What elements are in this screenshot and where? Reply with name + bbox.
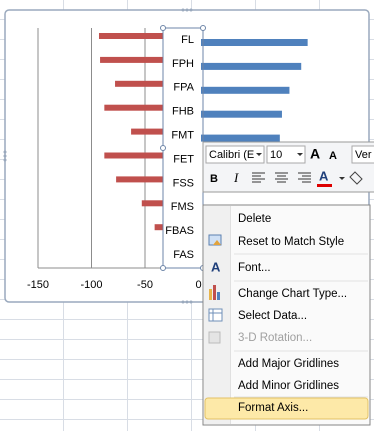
y-tick-label: FHB xyxy=(172,106,194,118)
y-tick-label: FAS xyxy=(173,249,194,261)
menu-icon: A xyxy=(211,259,221,274)
align-buttons[interactable] xyxy=(252,172,311,183)
x-tick-label: 0 xyxy=(195,279,201,291)
menu-item: 3-D Rotation... xyxy=(238,332,312,344)
style-name: Ver xyxy=(355,149,372,161)
bar xyxy=(198,86,290,94)
bar xyxy=(104,152,199,159)
plot-area: -150 -100 -50 0 FL FPH FPA FHB FMT FET FSS FMS FBAS F… xyxy=(27,25,359,291)
font-box[interactable] xyxy=(205,145,265,164)
bar xyxy=(198,110,282,118)
menu-item[interactable]: Select Data... xyxy=(238,310,307,322)
y-tick-label: FPA xyxy=(173,82,194,94)
font-name: Calibri (E xyxy=(209,149,254,161)
bar xyxy=(100,56,199,63)
y-tick-label: FBAS xyxy=(165,225,194,237)
font-color-button[interactable]: A xyxy=(319,168,329,183)
context-menu: Delete Reset to Match Style A Font... Change… xyxy=(202,204,371,426)
grow-font[interactable]: A xyxy=(310,146,320,162)
y-tick-label: FSS xyxy=(173,177,194,189)
x-tick-label: -50 xyxy=(137,279,153,291)
mini-toolbar: Calibri (E 10 A A Ver B I A xyxy=(202,141,374,193)
menu-item[interactable]: Font... xyxy=(238,262,271,274)
bar xyxy=(198,39,308,46)
menu-item[interactable]: Reset to Match Style xyxy=(238,236,344,248)
dropdown-arrow xyxy=(339,177,345,180)
x-tick-label: -100 xyxy=(80,279,102,291)
y-tick-label: FL xyxy=(181,34,194,46)
selection-handle xyxy=(160,265,166,271)
shrink-font[interactable]: A xyxy=(329,150,337,162)
y-tick-label: FMS xyxy=(171,201,194,213)
bar xyxy=(116,176,199,183)
bar xyxy=(98,33,199,39)
menu-item[interactable]: Add Major Gridlines xyxy=(238,358,339,370)
bar xyxy=(104,104,199,111)
font-size: 10 xyxy=(270,149,282,161)
y-tick-label: FMT xyxy=(171,130,194,142)
bar xyxy=(198,62,302,70)
chart-handles xyxy=(3,8,193,304)
menu-item[interactable]: Format Axis... xyxy=(238,402,308,414)
style-box[interactable] xyxy=(351,145,374,164)
selection-handle xyxy=(160,25,166,31)
fill-bucket[interactable] xyxy=(349,171,363,185)
menu-item[interactable]: Change Chart Type... xyxy=(238,288,347,300)
italic-button[interactable]: I xyxy=(233,170,239,185)
menu-item[interactable]: Delete xyxy=(238,213,271,225)
bar xyxy=(198,134,280,142)
selection-handle xyxy=(160,145,166,151)
bold-button[interactable]: B xyxy=(210,173,218,185)
y-tick-label: FPH xyxy=(172,58,194,70)
y-tick-label: FET xyxy=(173,153,194,165)
selection-handle xyxy=(200,25,206,31)
dropdown-arrows xyxy=(256,153,303,156)
font-color-swatch xyxy=(317,184,332,187)
bar xyxy=(115,80,199,87)
menu-highlight xyxy=(204,397,369,420)
axis-label-bg xyxy=(163,28,201,268)
x-tick-label: -150 xyxy=(27,279,49,291)
menu-item[interactable]: Add Minor Gridlines xyxy=(238,380,339,392)
size-box[interactable] xyxy=(266,145,306,164)
menu-items: Delete Reset to Match Style A Font... Change… xyxy=(204,213,369,420)
